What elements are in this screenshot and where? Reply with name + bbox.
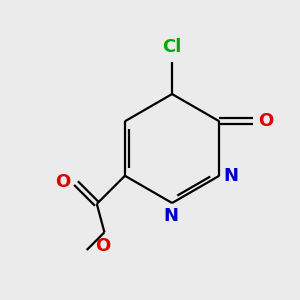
Text: N: N xyxy=(224,167,239,185)
Text: Cl: Cl xyxy=(162,38,182,56)
Text: O: O xyxy=(95,237,111,255)
Text: N: N xyxy=(163,207,178,225)
Text: O: O xyxy=(258,112,274,130)
Text: O: O xyxy=(56,172,71,190)
